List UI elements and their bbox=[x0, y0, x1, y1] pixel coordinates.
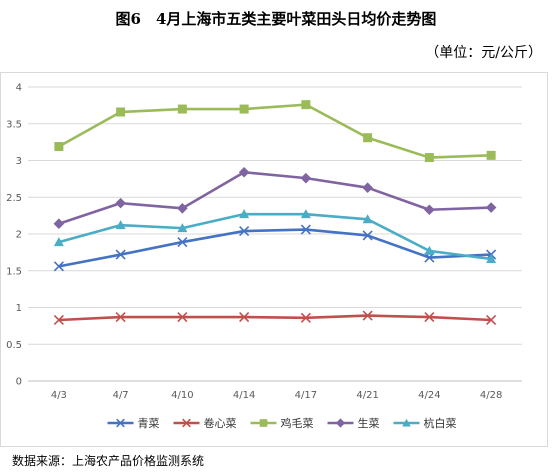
x-tick-label: 4/3 bbox=[51, 390, 67, 401]
data-point bbox=[239, 311, 250, 323]
series-group bbox=[53, 100, 497, 326]
data-point bbox=[424, 311, 435, 323]
data-point bbox=[177, 202, 188, 214]
data-point bbox=[424, 245, 435, 255]
unit-label: （单位：元/公斤） bbox=[425, 45, 542, 61]
data-point bbox=[116, 107, 126, 117]
grid-lines bbox=[28, 86, 522, 382]
data-point bbox=[402, 418, 411, 427]
x-tick-label: 4/7 bbox=[113, 390, 129, 401]
data-point bbox=[182, 418, 191, 428]
data-point bbox=[300, 209, 311, 219]
data-point bbox=[239, 104, 249, 114]
data-point bbox=[362, 214, 373, 224]
data-point bbox=[362, 310, 373, 321]
data-point bbox=[53, 218, 65, 230]
data-point bbox=[363, 133, 373, 143]
y-tick-label: 2.5 bbox=[6, 193, 22, 204]
x-tick-label: 4/17 bbox=[295, 390, 317, 401]
chart-frame bbox=[0, 72, 548, 447]
series-line bbox=[58, 314, 492, 322]
x-tick-label: 4/14 bbox=[233, 390, 255, 401]
data-point bbox=[177, 104, 187, 114]
legend-label: 青菜 bbox=[138, 417, 160, 430]
series-鸡毛菜 bbox=[54, 100, 496, 163]
x-tick-label: 4/28 bbox=[480, 390, 502, 401]
data-point bbox=[115, 220, 126, 230]
data-point bbox=[239, 225, 250, 237]
data-point bbox=[115, 249, 126, 260]
data-point bbox=[486, 314, 497, 326]
series-line bbox=[58, 103, 492, 159]
y-tick-label: 3 bbox=[16, 156, 22, 167]
x-tick-label: 4/10 bbox=[171, 390, 193, 401]
data-point bbox=[362, 230, 373, 241]
data-point bbox=[177, 237, 188, 248]
legend-item: 青菜 bbox=[107, 417, 160, 430]
data-source-note: 数据来源：上海农产品价格监测系统 bbox=[12, 454, 205, 468]
data-point bbox=[485, 202, 497, 213]
data-point bbox=[362, 182, 373, 193]
series-line bbox=[58, 228, 492, 268]
legend: 青菜 卷心菜 鸡毛菜 生菜 杭白菜 bbox=[107, 416, 457, 430]
data-point bbox=[424, 153, 434, 163]
data-point bbox=[300, 312, 311, 323]
y-tick-label: 1.5 bbox=[6, 266, 22, 277]
x-tick-label: 4/21 bbox=[356, 390, 378, 401]
data-point bbox=[238, 166, 250, 178]
x-axis-ticks: 4/3 4/7 4/10 4/14 4/17 4/21 4/24 4/28 bbox=[51, 390, 503, 401]
series-生菜 bbox=[53, 166, 497, 230]
y-axis-ticks: 0 0.5 1 1.5 2 2.5 3 3.5 4 bbox=[6, 83, 22, 388]
data-point bbox=[115, 197, 126, 209]
y-tick-label: 3.5 bbox=[6, 119, 22, 130]
series-青菜 bbox=[53, 224, 497, 272]
legend-label: 卷心菜 bbox=[204, 416, 237, 430]
data-point bbox=[54, 142, 64, 152]
y-tick-label: 1 bbox=[16, 303, 22, 314]
data-point bbox=[115, 311, 126, 323]
chart-title: 图6 4月上海市五类主要叶菜田头日均价走势图 bbox=[115, 10, 437, 28]
legend-item: 杭白菜 bbox=[393, 416, 457, 430]
data-point bbox=[53, 314, 64, 326]
legend-label: 鸡毛菜 bbox=[281, 416, 314, 430]
data-point bbox=[486, 253, 497, 263]
data-point bbox=[177, 311, 188, 323]
legend-item: 生菜 bbox=[327, 416, 380, 430]
legend-label: 杭白菜 bbox=[424, 416, 457, 430]
series-卷心菜 bbox=[53, 310, 497, 326]
legend-label: 生菜 bbox=[358, 416, 380, 430]
y-tick-label: 0.5 bbox=[6, 340, 22, 351]
data-point bbox=[259, 419, 268, 427]
data-point bbox=[116, 418, 125, 428]
data-point bbox=[335, 418, 346, 428]
legend-item: 鸡毛菜 bbox=[250, 416, 314, 430]
data-point bbox=[239, 209, 250, 219]
data-point bbox=[424, 204, 435, 216]
data-point bbox=[301, 100, 311, 110]
legend-item: 卷心菜 bbox=[173, 416, 237, 430]
data-point bbox=[300, 224, 311, 235]
data-point bbox=[53, 237, 64, 247]
y-tick-label: 0 bbox=[16, 377, 22, 388]
data-point bbox=[486, 150, 496, 160]
data-point bbox=[177, 223, 188, 233]
series-line bbox=[58, 170, 492, 225]
data-point bbox=[53, 261, 64, 272]
data-point bbox=[300, 172, 312, 184]
y-tick-label: 4 bbox=[16, 83, 22, 94]
series-line bbox=[58, 212, 492, 261]
x-tick-label: 4/24 bbox=[418, 390, 440, 401]
y-tick-label: 2 bbox=[16, 230, 22, 241]
series-杭白菜 bbox=[53, 209, 497, 263]
